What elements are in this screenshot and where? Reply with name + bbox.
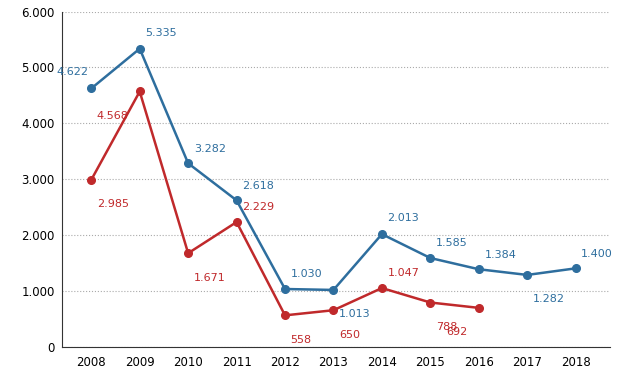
Text: 3.282: 3.282 <box>193 144 226 154</box>
Text: 788: 788 <box>436 322 457 332</box>
Text: 2.985: 2.985 <box>97 199 129 209</box>
Text: 2.618: 2.618 <box>242 181 274 191</box>
Text: 1.282: 1.282 <box>533 295 565 305</box>
Text: 1.384: 1.384 <box>485 249 516 259</box>
Text: 1.013: 1.013 <box>339 310 371 320</box>
Text: 1.400: 1.400 <box>581 249 613 259</box>
Text: 2.229: 2.229 <box>242 203 274 213</box>
Text: 1.585: 1.585 <box>436 238 468 248</box>
Text: 692: 692 <box>447 327 468 337</box>
Text: 4.568: 4.568 <box>96 111 129 121</box>
Text: 1.047: 1.047 <box>388 268 419 278</box>
Text: 1.671: 1.671 <box>193 273 225 283</box>
Text: 4.622: 4.622 <box>57 67 88 77</box>
Text: 558: 558 <box>290 335 312 345</box>
Text: 1.030: 1.030 <box>290 269 322 279</box>
Text: 650: 650 <box>339 330 360 340</box>
Text: 2.013: 2.013 <box>388 213 419 223</box>
Text: 5.335: 5.335 <box>146 28 177 38</box>
